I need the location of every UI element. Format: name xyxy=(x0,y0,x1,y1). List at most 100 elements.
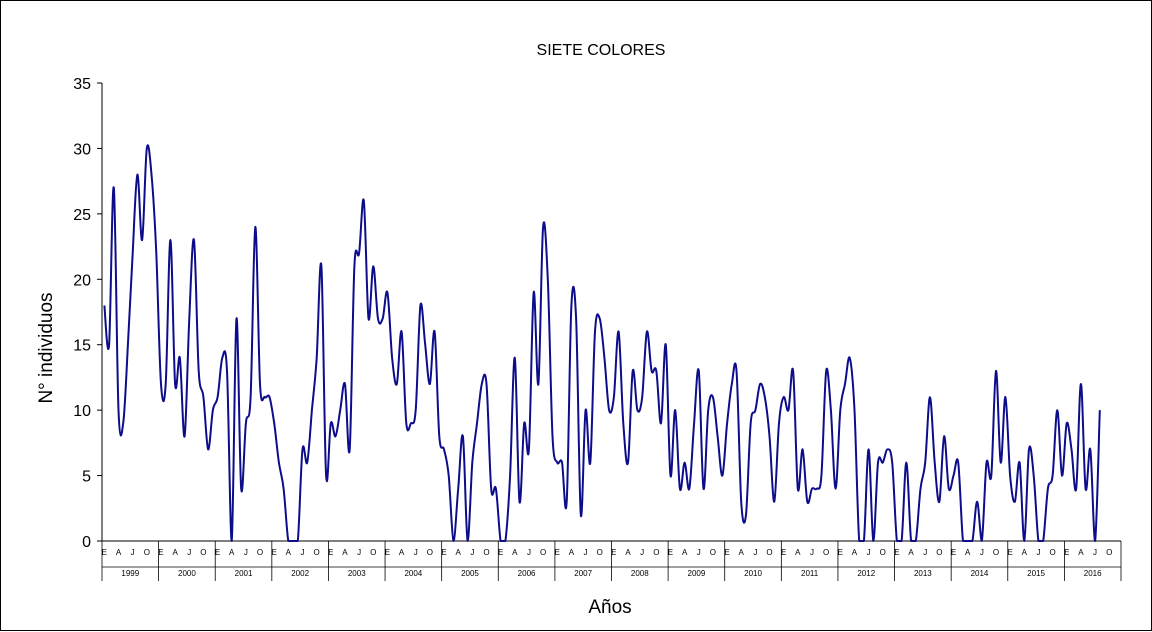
month-tick-label: J xyxy=(414,548,418,557)
month-tick-label: J xyxy=(584,548,588,557)
y-tick-label: 20 xyxy=(73,272,91,289)
year-tick-label: 2006 xyxy=(518,569,536,578)
month-tick-label: E xyxy=(724,548,729,557)
month-tick-label: A xyxy=(739,548,745,557)
month-tick-label: A xyxy=(682,548,688,557)
year-tick-label: 2015 xyxy=(1027,569,1045,578)
month-tick-label: O xyxy=(200,548,206,557)
month-tick-label: E xyxy=(838,548,843,557)
month-tick-label: O xyxy=(1049,548,1055,557)
month-tick-label: J xyxy=(980,548,984,557)
month-tick-label: A xyxy=(456,548,462,557)
month-tick-label: E xyxy=(894,548,899,557)
year-tick-label: 2001 xyxy=(235,569,253,578)
month-tick-label: O xyxy=(144,548,150,557)
month-tick-label: O xyxy=(427,548,433,557)
month-tick-label: O xyxy=(257,548,263,557)
y-tick-label: 30 xyxy=(73,141,91,158)
month-tick-label: O xyxy=(370,548,376,557)
month-tick-label: E xyxy=(498,548,503,557)
month-tick-label: J xyxy=(753,548,757,557)
month-tick-label: A xyxy=(795,548,801,557)
month-tick-label: E xyxy=(215,548,220,557)
year-tick-label: 2002 xyxy=(291,569,309,578)
month-tick-label: J xyxy=(810,548,814,557)
y-tick-label: 0 xyxy=(82,534,91,551)
series-line xyxy=(103,144,1101,542)
month-tick-label: J xyxy=(300,548,304,557)
month-tick-label: A xyxy=(965,548,971,557)
month-tick-label: A xyxy=(1078,548,1084,557)
y-axis-label: N° individuos xyxy=(36,292,57,403)
month-tick-label: J xyxy=(357,548,361,557)
month-tick-label: E xyxy=(555,548,560,557)
month-tick-label: O xyxy=(936,548,942,557)
year-tick-label: 2008 xyxy=(631,569,649,578)
year-tick-label: 2000 xyxy=(178,569,196,578)
month-tick-label: O xyxy=(993,548,999,557)
month-tick-label: E xyxy=(158,548,163,557)
month-tick-label: J xyxy=(470,548,474,557)
month-tick-label: A xyxy=(908,548,914,557)
plot-area xyxy=(103,144,1101,542)
month-tick-label: O xyxy=(540,548,546,557)
month-tick-label: J xyxy=(867,548,871,557)
month-tick-label: E xyxy=(668,548,673,557)
month-tick-label: A xyxy=(172,548,178,557)
year-tick-label: 2013 xyxy=(914,569,932,578)
year-tick-label: 2012 xyxy=(857,569,875,578)
year-tick-label: 1999 xyxy=(121,569,139,578)
year-tick-label: 2011 xyxy=(801,569,819,578)
month-tick-label: O xyxy=(483,548,489,557)
month-tick-label: A xyxy=(852,548,858,557)
month-tick-label: A xyxy=(1022,548,1028,557)
month-tick-label: E xyxy=(611,548,616,557)
year-tick-label: 2016 xyxy=(1084,569,1102,578)
month-tick-label: A xyxy=(399,548,405,557)
month-tick-label: J xyxy=(244,548,248,557)
month-tick-label: A xyxy=(569,548,575,557)
month-tick-label: J xyxy=(131,548,135,557)
month-tick-label: A xyxy=(342,548,348,557)
y-tick-label: 35 xyxy=(73,76,91,93)
chart-title: SIETE COLORES xyxy=(537,42,666,59)
year-tick-label: 2005 xyxy=(461,569,479,578)
month-tick-label: E xyxy=(1064,548,1069,557)
month-tick-label: E xyxy=(951,548,956,557)
month-tick-label: O xyxy=(314,548,320,557)
month-tick-label: A xyxy=(116,548,122,557)
month-tick-label: J xyxy=(923,548,927,557)
month-tick-label: O xyxy=(823,548,829,557)
y-tick-label: 10 xyxy=(73,403,91,420)
month-tick-label: O xyxy=(597,548,603,557)
year-tick-label: 2014 xyxy=(971,569,989,578)
y-tick-label: 15 xyxy=(73,338,91,355)
month-tick-label: J xyxy=(640,548,644,557)
month-tick-label: O xyxy=(766,548,772,557)
month-tick-label: E xyxy=(781,548,786,557)
month-tick-label: A xyxy=(625,548,631,557)
year-tick-label: 2009 xyxy=(688,569,706,578)
month-tick-label: J xyxy=(1093,548,1097,557)
month-tick-label: J xyxy=(527,548,531,557)
month-tick-label: E xyxy=(272,548,277,557)
month-tick-label: J xyxy=(187,548,191,557)
month-tick-label: J xyxy=(1036,548,1040,557)
y-tick-label: 25 xyxy=(73,207,91,224)
month-tick-label: O xyxy=(1106,548,1112,557)
month-tick-label: E xyxy=(102,548,107,557)
year-tick-label: 2003 xyxy=(348,569,366,578)
month-tick-label: E xyxy=(1007,548,1012,557)
year-tick-label: 2004 xyxy=(404,569,422,578)
month-tick-label: A xyxy=(229,548,235,557)
x-axis-label: Años xyxy=(588,597,631,618)
month-tick-label: E xyxy=(385,548,390,557)
month-tick-label: J xyxy=(697,548,701,557)
month-tick-label: E xyxy=(441,548,446,557)
month-tick-label: A xyxy=(512,548,518,557)
y-tick-label: 5 xyxy=(82,469,91,486)
year-tick-label: 2010 xyxy=(744,569,762,578)
